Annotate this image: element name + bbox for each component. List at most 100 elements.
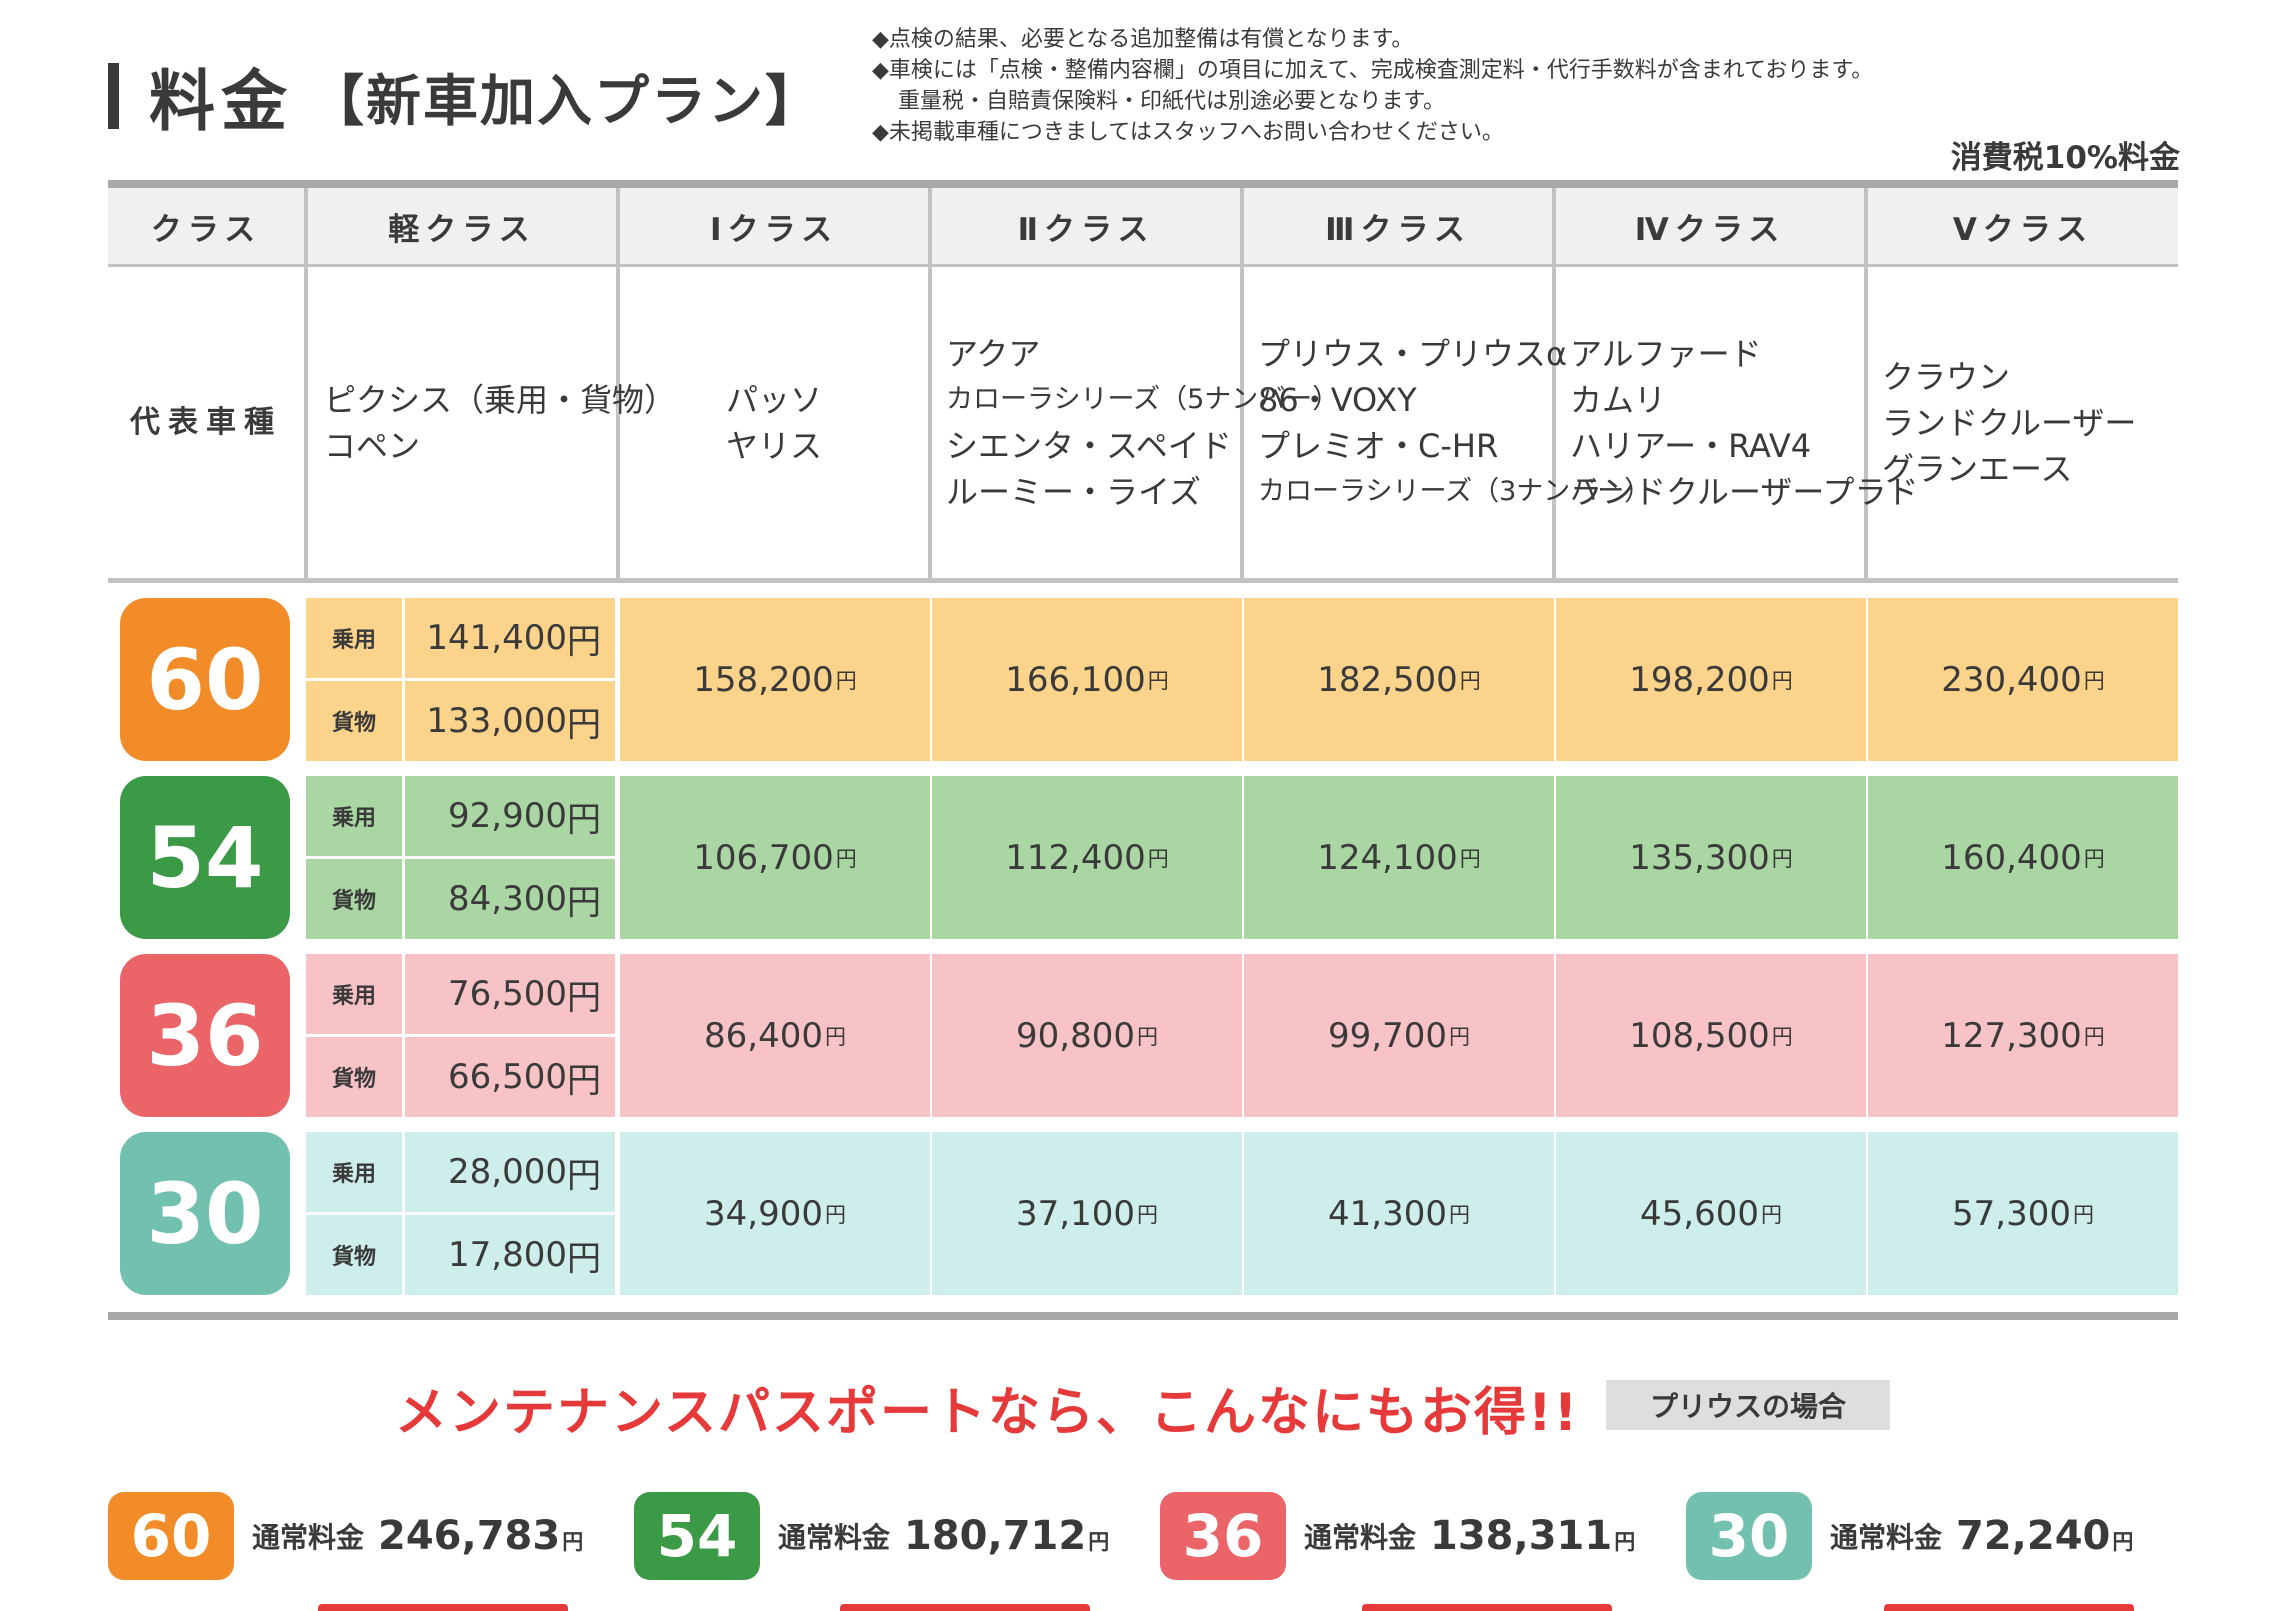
title-main: 料金 xyxy=(149,63,293,140)
regular-price-value: 180,712円 xyxy=(904,1513,1110,1559)
plan-badge: 60 xyxy=(108,1492,234,1580)
header-class-2: Ⅱクラス xyxy=(932,188,1244,264)
vehicle-name: プレミオ・C-HR xyxy=(1258,426,1499,465)
kei-price-passenger: 92,900 円 xyxy=(405,776,615,856)
vehicle-name: クラウン xyxy=(1882,357,2011,396)
sub-label-passenger: 乗用 xyxy=(306,1132,402,1212)
vehicle-name: プリウス・プリウスα xyxy=(1258,334,1568,373)
price-cell: 34,900 円 xyxy=(620,1132,930,1295)
plan-row-54: 54 乗用 92,900 円貨物 84,300 円 106,700 円 112,400 円 124,… xyxy=(108,776,2178,939)
vehicle-name: カローラシリーズ（5ナンバー） xyxy=(946,383,1340,415)
regular-price-value: 138,311円 xyxy=(1430,1513,1636,1559)
header-class-kei: 軽クラス xyxy=(308,188,620,264)
kei-price-passenger: 141,400 円 xyxy=(405,598,615,678)
regular-price-36: 36 通常料金 138,311円 xyxy=(1160,1492,1635,1580)
kei-price-cargo: 133,000 円 xyxy=(405,681,615,761)
price-cell: 99,700 円 xyxy=(1244,954,1554,1117)
kei-price-cargo: 66,500 円 xyxy=(405,1037,615,1117)
vehicle-name: グランエース xyxy=(1882,449,2073,488)
vehicle-name: ヤリス xyxy=(725,426,822,465)
vehicles-divider xyxy=(108,578,2178,583)
kei-price-passenger: 28,000 円 xyxy=(405,1132,615,1212)
table-top-rule xyxy=(108,180,2178,188)
note-3: 重量税・自賠責保険料・印紙代は別途必要となります。 xyxy=(898,89,1446,114)
vehicles-kei: ピクシス（乗用・貨物） コペン xyxy=(308,267,677,578)
vehicle-name: カムリ xyxy=(1570,380,1667,419)
plan-badge: 30 xyxy=(120,1132,290,1295)
red-decoration xyxy=(1362,1604,1612,1611)
price-cell: 57,300 円 xyxy=(1868,1132,2178,1295)
red-decoration xyxy=(840,1604,1090,1611)
plan-badge: 30 xyxy=(1686,1492,1812,1580)
regular-price-label: 通常料金 xyxy=(252,1521,365,1554)
vehicle-name: アルファード xyxy=(1570,334,1762,373)
title-sub: 【新車加入プラン】 xyxy=(309,69,823,133)
price-cell: 106,700 円 xyxy=(620,776,930,939)
kei-price-cargo: 17,800 円 xyxy=(405,1215,615,1295)
sub-label-cargo: 貨物 xyxy=(306,1215,402,1295)
plan-badge: 36 xyxy=(1160,1492,1286,1580)
kei-price-cargo: 84,300 円 xyxy=(405,859,615,939)
page-title: 料金 【新車加入プラン】 xyxy=(108,58,823,140)
vehicles-class-2: アクア カローラシリーズ（5ナンバー） シエンタ・スペイド ルーミー・ライズ xyxy=(932,267,1340,578)
header-divider xyxy=(108,264,2178,267)
notes: ◆点検の結果、必要となる追加整備は有償となります。 ◆車検には「点検・整備内容欄… xyxy=(872,24,1873,148)
regular-price-54: 54 通常料金 180,712円 xyxy=(634,1492,1109,1580)
price-cell: 198,200 円 xyxy=(1556,598,1866,761)
regular-price-30: 30 通常料金 72,240円 xyxy=(1686,1492,2133,1580)
vehicle-name: ランドクルーザープラド xyxy=(1570,472,1919,511)
header-class-5: Ⅴクラス xyxy=(1868,188,2178,264)
sub-label-cargo: 貨物 xyxy=(306,859,402,939)
vehicle-name: ピクシス（乗用・貨物） xyxy=(324,380,677,419)
sub-label-passenger: 乗用 xyxy=(306,954,402,1034)
price-cell: 160,400 円 xyxy=(1868,776,2178,939)
price-cell: 86,400 円 xyxy=(620,954,930,1117)
plan-badge: 36 xyxy=(120,954,290,1117)
note-4: ◆未掲載車種につきましてはスタッフへお問い合わせください。 xyxy=(872,120,1504,145)
price-cell: 158,200 円 xyxy=(620,598,930,761)
price-cell: 135,300 円 xyxy=(1556,776,1866,939)
note-1: ◆点検の結果、必要となる追加整備は有償となります。 xyxy=(872,27,1414,52)
vehicle-name: ランドクルーザー xyxy=(1882,403,2137,442)
price-cell: 108,500 円 xyxy=(1556,954,1866,1117)
regular-price-value: 246,783円 xyxy=(378,1513,584,1559)
promo-tag: プリウスの場合 xyxy=(1606,1380,1890,1430)
kei-price-passenger: 76,500 円 xyxy=(405,954,615,1034)
price-cell: 127,300 円 xyxy=(1868,954,2178,1117)
price-cell: 230,400 円 xyxy=(1868,598,2178,761)
header-class-label: クラス xyxy=(108,188,308,264)
price-cell: 124,100 円 xyxy=(1244,776,1554,939)
plan-row-36: 36 乗用 76,500 円貨物 66,500 円 86,400 円 90,800 円 99,700… xyxy=(108,954,2178,1117)
vehicles-class-4: アルファード カムリ ハリアー・RAV4 ランドクルーザープラド xyxy=(1556,267,1919,578)
sub-label-passenger: 乗用 xyxy=(306,776,402,856)
price-cell: 182,500 円 xyxy=(1244,598,1554,761)
vehicles-class-3: プリウス・プリウスα 86・VOXY プレミオ・C-HR カローラシリーズ（3ナ… xyxy=(1244,267,1652,578)
vehicle-name: カローラシリーズ（3ナンバー） xyxy=(1258,475,1652,507)
vehicles-class-1: パッソ ヤリス xyxy=(620,267,932,578)
red-decoration xyxy=(318,1604,568,1611)
header-class-1: Ⅰクラス xyxy=(620,188,932,264)
price-cell: 41,300 円 xyxy=(1244,1132,1554,1295)
regular-price-value: 72,240円 xyxy=(1956,1513,2134,1559)
plan-badge: 60 xyxy=(120,598,290,761)
plan-badge: 54 xyxy=(634,1492,760,1580)
plan-badge: 54 xyxy=(120,776,290,939)
vehicles-class-5: クラウン ランドクルーザー グランエース xyxy=(1868,267,2178,578)
sub-label-cargo: 貨物 xyxy=(306,1037,402,1117)
regular-price-60: 60 通常料金 246,783円 xyxy=(108,1492,583,1580)
plan-row-60: 60 乗用 141,400 円貨物 133,000 円 158,200 円 166,100 円 18… xyxy=(108,598,2178,761)
plan-row-30: 30 乗用 28,000 円貨物 17,800 円 34,900 円 37,100 円 41,300… xyxy=(108,1132,2178,1295)
header-class-3: Ⅲクラス xyxy=(1244,188,1556,264)
header-class-4: Ⅳクラス xyxy=(1556,188,1868,264)
vehicle-name: ルーミー・ライズ xyxy=(946,472,1202,511)
price-cell: 45,600 円 xyxy=(1556,1132,1866,1295)
sub-label-passenger: 乗用 xyxy=(306,598,402,678)
red-decoration xyxy=(1884,1604,2134,1611)
regular-price-label: 通常料金 xyxy=(1830,1521,1943,1554)
note-2: ◆車検には「点検・整備内容欄」の項目に加えて、完成検査測定料・代行手数料が含まれ… xyxy=(872,58,1874,83)
price-cell: 166,100 円 xyxy=(932,598,1242,761)
vehicle-name: コペン xyxy=(324,426,421,465)
price-cell: 112,400 円 xyxy=(932,776,1242,939)
price-cell: 90,800 円 xyxy=(932,954,1242,1117)
regular-price-label: 通常料金 xyxy=(1304,1521,1417,1554)
